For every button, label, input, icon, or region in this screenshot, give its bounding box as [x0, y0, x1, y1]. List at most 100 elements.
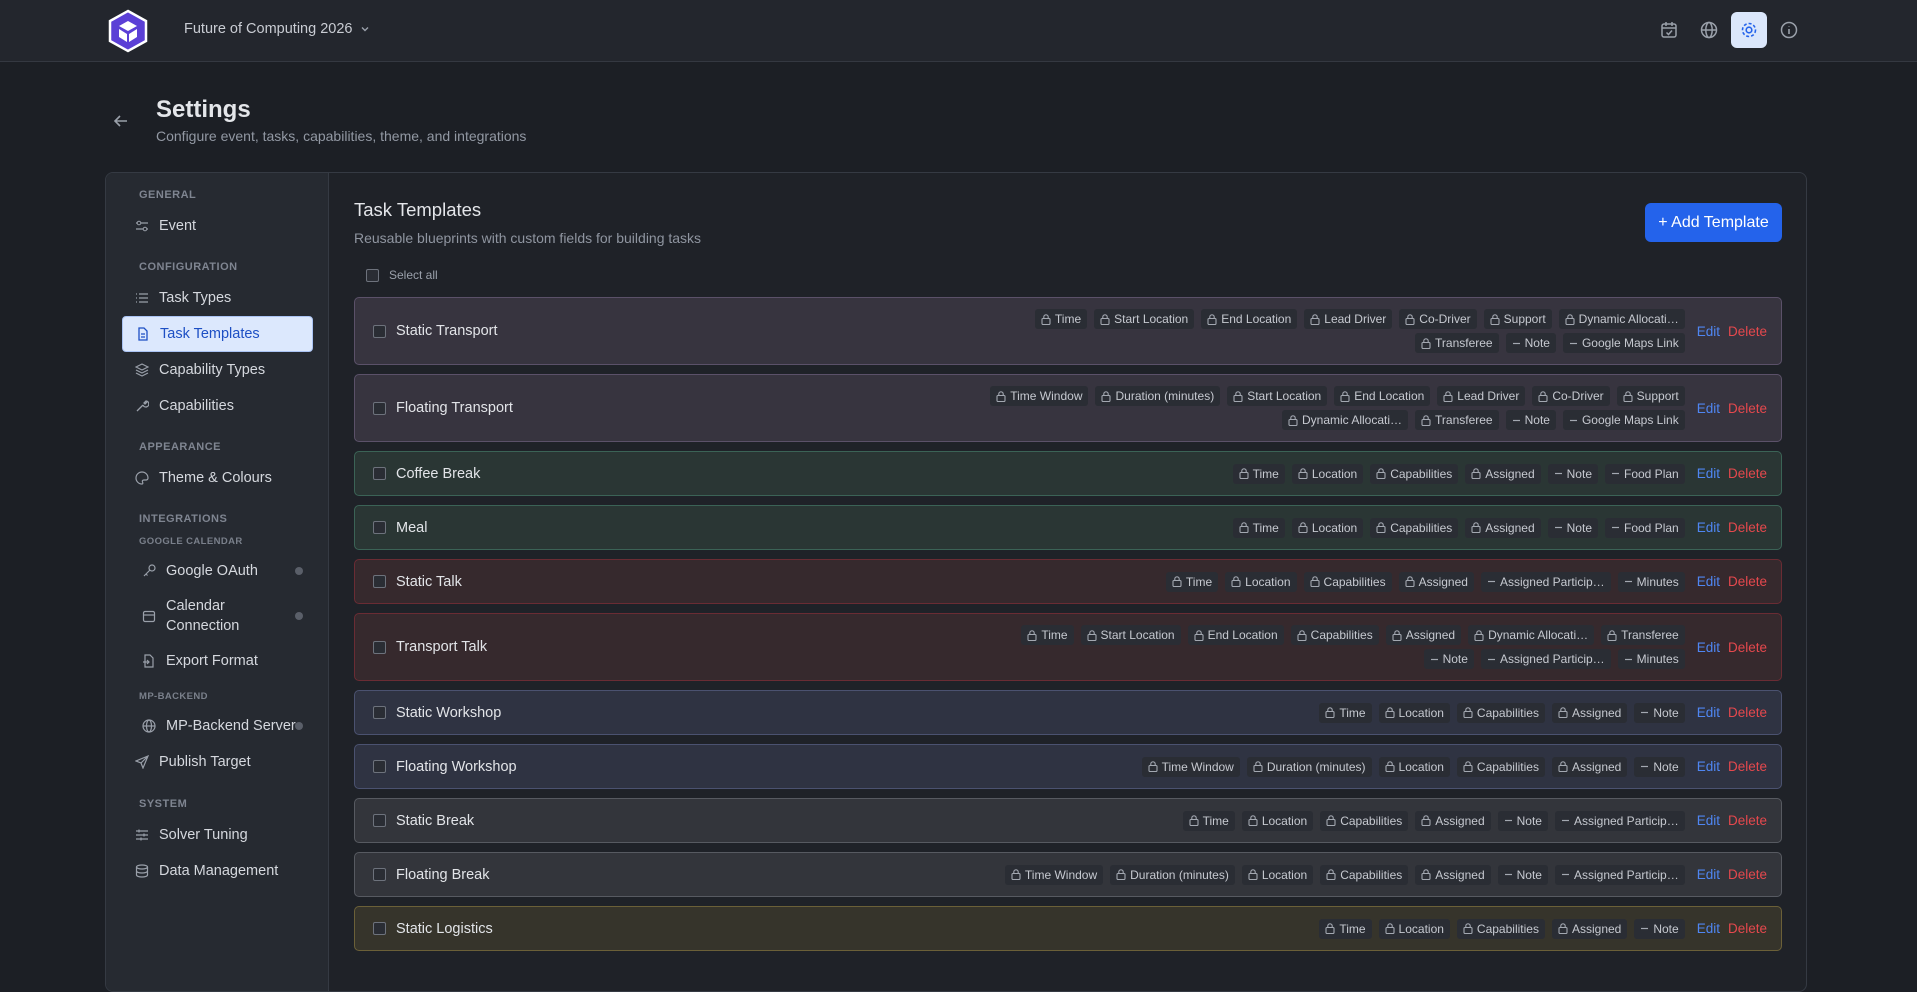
delete-button[interactable]: Delete — [1727, 520, 1767, 535]
group-heading: GOOGLE CALENDAR — [139, 536, 243, 547]
info-icon — [1780, 21, 1798, 39]
back-button[interactable] — [112, 112, 130, 130]
template-name: Floating Workshop — [396, 758, 517, 775]
calendar-button[interactable] — [1651, 12, 1687, 48]
template-name: Static Workshop — [396, 704, 502, 721]
field-chip: Assigned — [1551, 918, 1628, 939]
delete-button[interactable]: Delete — [1727, 813, 1767, 828]
icon — [142, 719, 156, 733]
nav-item[interactable]: Solver Tuning — [122, 817, 313, 853]
edit-button[interactable]: Edit — [1696, 466, 1720, 481]
edit-button[interactable]: Edit — [1696, 705, 1720, 720]
nav-item-active[interactable]: Task Templates — [122, 316, 313, 352]
edit-button[interactable]: Edit — [1696, 400, 1720, 416]
field-label: Note — [1566, 520, 1592, 535]
lock-icon — [1172, 576, 1182, 587]
checkbox[interactable] — [373, 922, 386, 935]
settings-button[interactable] — [1731, 12, 1767, 48]
delete-button[interactable]: Delete — [1727, 921, 1767, 936]
logo[interactable] — [107, 9, 149, 53]
template-name: Static Logistics — [396, 920, 493, 937]
nav-item[interactable]: Publish Target — [122, 744, 313, 780]
select-all[interactable]: Select all — [366, 268, 438, 282]
optional-icon — [1512, 342, 1520, 344]
checkbox[interactable] — [373, 640, 386, 654]
delete-button[interactable]: Delete — [1727, 400, 1767, 416]
field-label: Time Window — [1010, 389, 1083, 403]
page: Settings {"header": {"event_name": "Futu… — [0, 9, 1917, 992]
section-heading: CONFIGURATION — [139, 261, 238, 273]
field-label: Location — [1398, 759, 1444, 774]
event-selector[interactable]: Future of Computing 2026 — [184, 21, 370, 37]
lock-icon — [1298, 522, 1308, 533]
lock-icon — [1325, 707, 1335, 718]
nav-item[interactable]: MP-Backend Server — [122, 708, 313, 744]
checkbox[interactable] — [373, 521, 386, 534]
checkbox[interactable] — [366, 268, 379, 282]
globe-button[interactable] — [1691, 12, 1727, 48]
checkbox[interactable] — [373, 575, 386, 588]
field-label: Duration (minutes) — [1130, 867, 1229, 882]
settings-card: GENERAL Event CONFIGURATION Task Types T… — [105, 172, 1807, 992]
field-chip: End Location — [1187, 625, 1284, 645]
optional-icon — [1612, 526, 1619, 529]
edit-button[interactable]: Edit — [1696, 759, 1720, 774]
nav-item[interactable]: Capabilities — [122, 388, 313, 424]
field-chip: Time — [1319, 918, 1372, 939]
nav-item[interactable]: Export Format — [122, 643, 313, 679]
add-template-button[interactable]: + Add Template — [1645, 203, 1782, 242]
info-button[interactable] — [1771, 12, 1807, 48]
chevron-icon — [361, 27, 369, 32]
nav-item[interactable]: Google OAuth — [122, 553, 313, 589]
nav-label: Theme & Colours — [159, 470, 272, 486]
nav-item[interactable]: Task Types — [122, 280, 313, 316]
checkbox[interactable] — [373, 814, 386, 827]
delete-button[interactable]: Delete — [1727, 574, 1767, 589]
checkbox[interactable] — [373, 401, 386, 415]
delete-button[interactable]: Delete — [1727, 705, 1767, 720]
lock-icon — [1148, 761, 1158, 772]
nav-item[interactable]: Capability Types — [122, 352, 313, 388]
field-list: Time Location Capabilities Assigned Assigned… — [1165, 571, 1685, 592]
icon — [136, 293, 148, 303]
checkbox[interactable] — [373, 868, 386, 881]
delete-button[interactable]: Delete — [1727, 639, 1767, 655]
nav-item[interactable]: Theme & Colours — [122, 460, 313, 496]
lock-icon — [1027, 629, 1037, 641]
nav-item[interactable]: Data Management — [122, 853, 313, 889]
delete-button[interactable]: Delete — [1727, 867, 1767, 882]
field-chip: Note — [1505, 333, 1556, 353]
field-chip: Time Window — [1004, 864, 1104, 885]
select-all-label: Select all — [389, 268, 438, 282]
field-chip: Note — [1497, 864, 1548, 885]
edit-button[interactable]: Edit — [1696, 813, 1720, 828]
optional-icon — [1504, 873, 1512, 876]
checkbox[interactable] — [373, 760, 386, 773]
field-label: Time — [1054, 312, 1082, 326]
edit-button[interactable]: Edit — [1696, 867, 1720, 882]
edit-button[interactable]: Edit — [1696, 921, 1720, 936]
edit-button[interactable]: Edit — [1696, 323, 1720, 339]
checkbox[interactable] — [373, 324, 386, 338]
field-chip: Location — [1225, 571, 1297, 592]
nav-item[interactable]: Event — [122, 208, 313, 244]
globe-icon — [1700, 21, 1718, 39]
field-label: Start Location — [1100, 628, 1175, 642]
checkbox[interactable] — [373, 467, 386, 480]
delete-button[interactable]: Delete — [1727, 323, 1767, 339]
field-chip: Assigned Particip… — [1554, 810, 1685, 831]
edit-button[interactable]: Edit — [1696, 639, 1720, 655]
lock-icon — [1325, 923, 1335, 934]
checkbox[interactable] — [373, 706, 386, 719]
lock-icon — [1326, 815, 1336, 826]
edit-button[interactable]: Edit — [1696, 520, 1720, 535]
edit-button[interactable]: Edit — [1696, 574, 1720, 589]
icon — [135, 363, 149, 377]
field-chip: Co-Driver — [1399, 309, 1477, 329]
lock-icon — [1384, 707, 1395, 718]
nav-item[interactable]: Calendar Connection — [122, 589, 313, 643]
field-chip: Note — [1634, 918, 1685, 939]
delete-button[interactable]: Delete — [1727, 466, 1767, 481]
field-chip: Note — [1634, 702, 1685, 723]
delete-button[interactable]: Delete — [1727, 759, 1767, 774]
